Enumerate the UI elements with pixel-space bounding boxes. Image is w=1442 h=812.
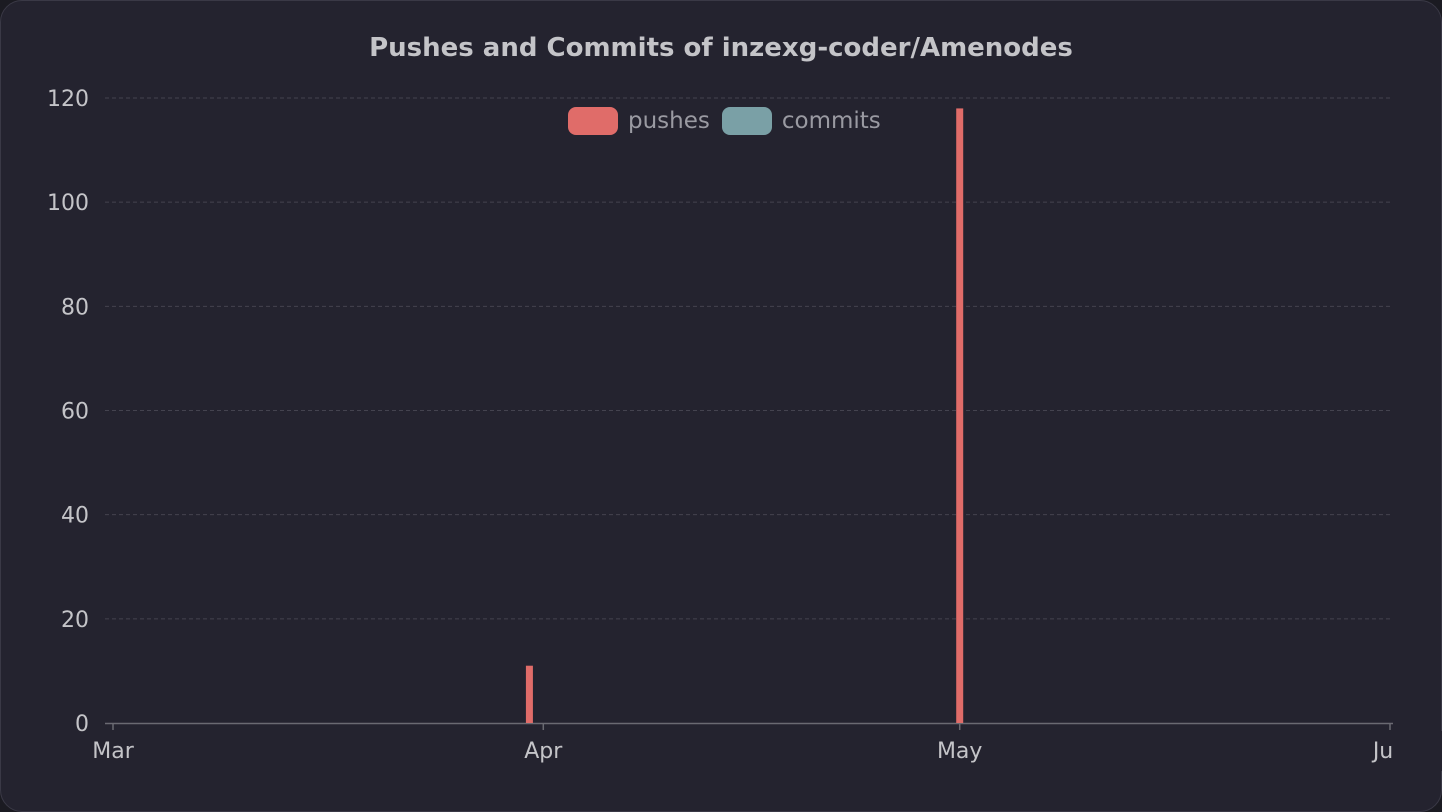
chart-title: Pushes and Commits of inzexg-coder/Ameno… xyxy=(369,33,1073,63)
y-tick-label: 100 xyxy=(47,191,89,216)
x-tick-label: May xyxy=(937,739,982,764)
y-tick-label: 80 xyxy=(61,295,89,320)
legend-item-commits[interactable]: commits xyxy=(721,107,881,135)
x-tick-label: Mar xyxy=(92,739,134,764)
y-tick-label: 20 xyxy=(61,608,89,633)
legend-label-commits: commits xyxy=(781,108,881,134)
y-tick-label: 120 xyxy=(47,87,89,112)
legend-swatch-commits xyxy=(721,107,772,135)
chart-legend: pushes commits xyxy=(568,107,893,135)
bar-pushes xyxy=(956,108,964,723)
y-tick-label: 60 xyxy=(61,400,89,425)
x-axis-label-mask xyxy=(1392,731,1442,771)
y-tick-label: 40 xyxy=(61,504,89,529)
legend-label-pushes: pushes xyxy=(628,108,710,134)
legend-item-pushes[interactable]: pushes xyxy=(568,107,710,135)
x-tick-label: Apr xyxy=(524,739,563,764)
y-tick-label: 0 xyxy=(75,712,89,737)
bar-pushes xyxy=(525,665,533,723)
legend-swatch-pushes xyxy=(568,107,618,135)
